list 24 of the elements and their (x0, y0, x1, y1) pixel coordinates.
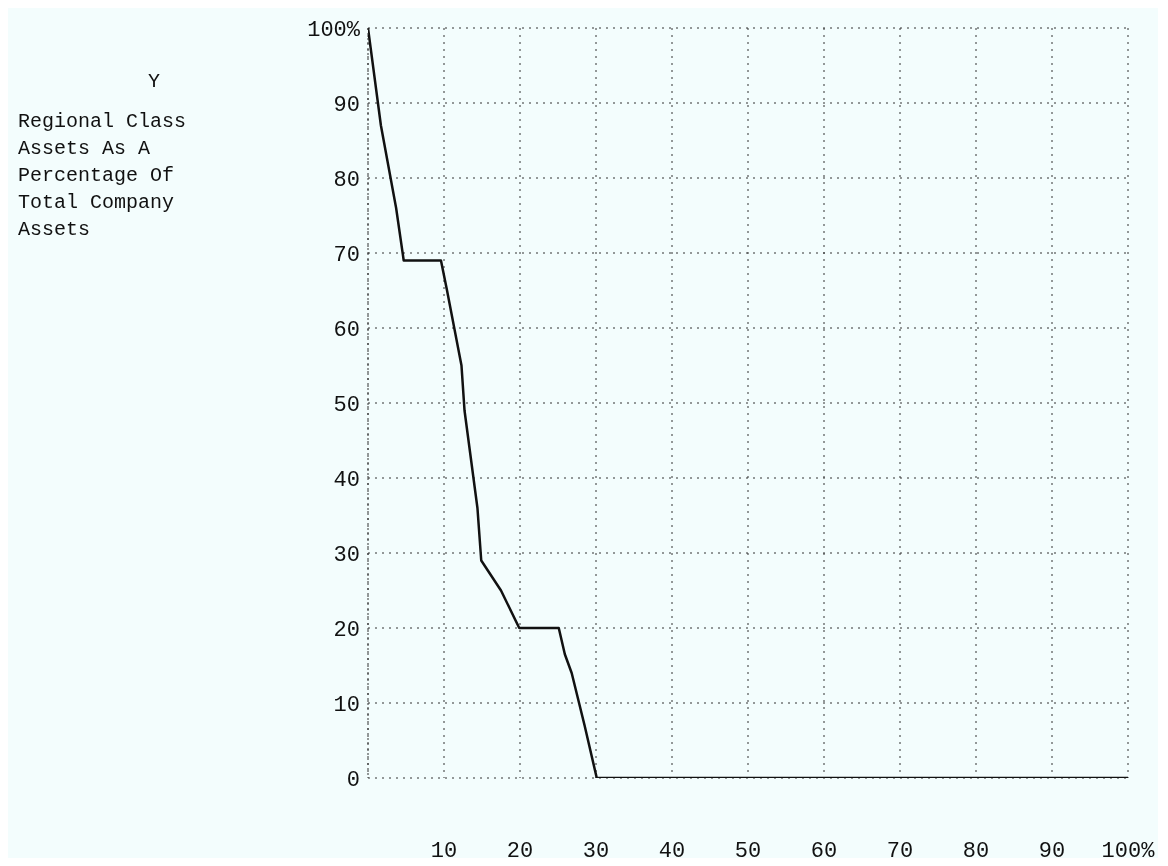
y-tick-label: 30 (333, 542, 360, 568)
y-tick-label: 80 (333, 167, 360, 193)
x-tick-label: 20 (506, 838, 534, 864)
y-tick-label: 10 (333, 692, 360, 718)
x-tick-label: 100% (1101, 838, 1156, 864)
x-tick-label: 70 (886, 838, 914, 864)
line-series (368, 28, 1128, 778)
y-tick-label: 100% (307, 17, 361, 43)
text: Y (148, 70, 161, 93)
x-tick-label: 60 (810, 838, 838, 864)
y-tick-label: 40 (333, 467, 360, 493)
x-tick-label: 40 (658, 838, 686, 864)
y-tick-label: 90 (333, 92, 360, 118)
x-tick-label: 80 (962, 838, 990, 864)
x-tick-label: 90 (1038, 838, 1066, 864)
x-tick-label: 10 (430, 838, 458, 864)
y-tick-label: 70 (333, 242, 360, 268)
x-tick-label: 30 (582, 838, 610, 864)
y-tick-label: 50 (333, 392, 360, 418)
y-tick-label: 60 (333, 317, 360, 343)
y-tick-label: 0 (346, 767, 360, 793)
y-tick-label: 20 (333, 617, 360, 643)
x-tick-label: 50 (734, 838, 762, 864)
text: Regional Class Assets As A Percentage Of Total Company Assets (18, 109, 188, 243)
